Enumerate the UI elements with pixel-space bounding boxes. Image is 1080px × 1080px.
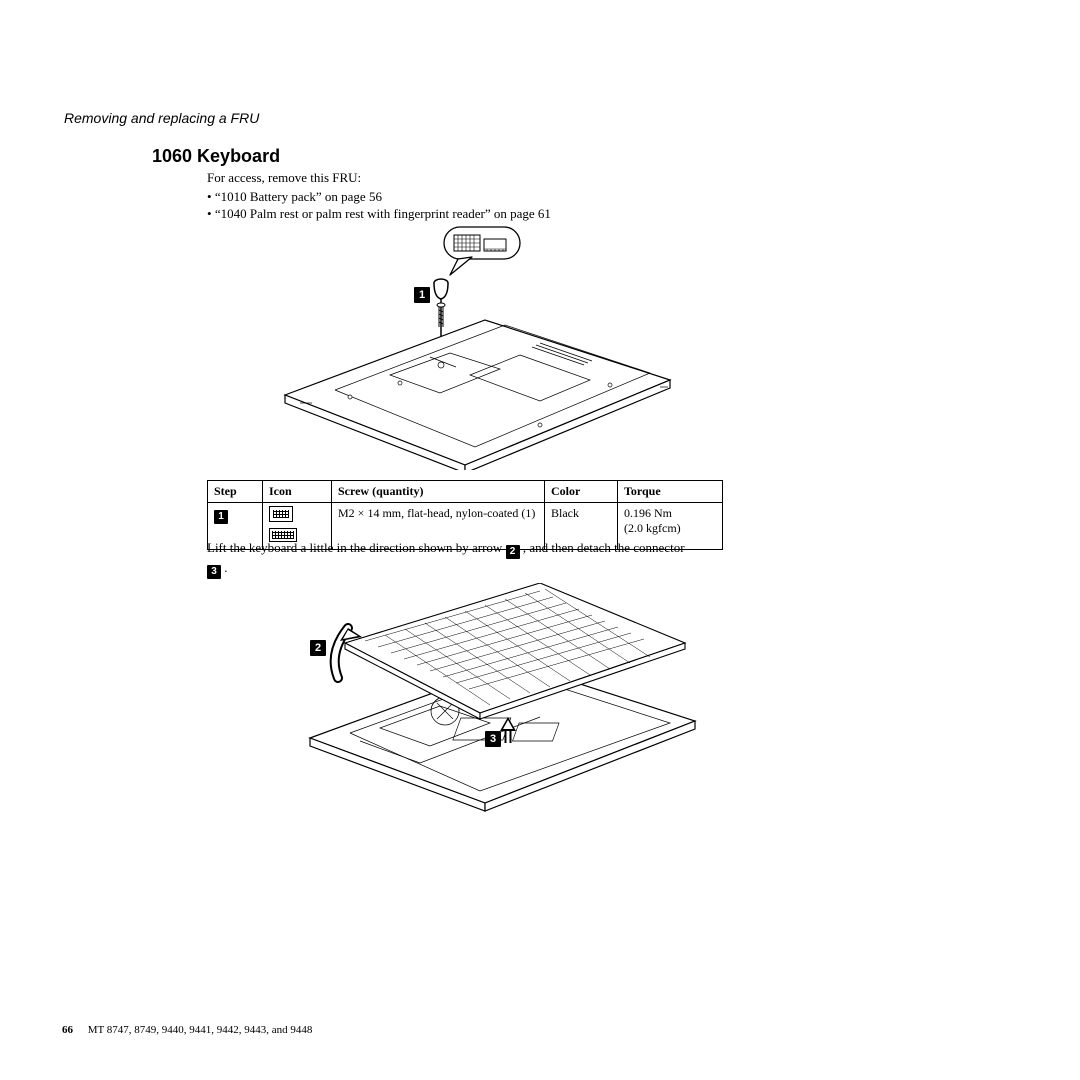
keyboard-lifted <box>345 583 685 719</box>
intro-bullet: “1040 Palm rest or palm rest with finger… <box>207 206 551 223</box>
col-color-header: Color <box>545 481 618 503</box>
instr-part1: Lift the keyboard a little in the direct… <box>207 540 506 555</box>
col-torque-header: Torque <box>618 481 723 503</box>
col-step-header: Step <box>208 481 263 503</box>
callout-1: 1 <box>414 287 430 303</box>
laptop-base <box>285 320 670 470</box>
instr-part2: , and then detach the connector <box>523 540 685 555</box>
intro-bullet: “1010 Battery pack” on page 56 <box>207 189 551 206</box>
page: Removing and replacing a FRU 1060 Keyboa… <box>0 0 1080 1080</box>
torque-line2: (2.0 kgfcm) <box>624 521 681 535</box>
callout-bubble <box>444 227 520 275</box>
callout-3-inline: 3 <box>207 565 221 579</box>
col-icon-header: Icon <box>263 481 332 503</box>
section-title: 1060 Keyboard <box>152 146 280 167</box>
instruction-text: Lift the keyboard a little in the direct… <box>207 539 697 579</box>
intro-bullets: “1010 Battery pack” on page 56 “1040 Pal… <box>207 189 551 223</box>
diagram-lift-keyboard <box>290 583 710 813</box>
keyboard-icon <box>269 506 293 522</box>
intro-lead: For access, remove this FRU: <box>207 170 551 187</box>
instr-part3: . <box>224 560 227 575</box>
step-badge: 1 <box>214 510 228 524</box>
intro-block: For access, remove this FRU: “1010 Batte… <box>207 170 551 223</box>
running-header: Removing and replacing a FRU <box>64 110 259 126</box>
screw-icon <box>437 303 445 327</box>
page-footer: 66 MT 8747, 8749, 9440, 9441, 9442, 9443… <box>62 1024 312 1036</box>
footer-models: MT 8747, 8749, 9440, 9441, 9442, 9443, a… <box>88 1024 313 1036</box>
torque-line1: 0.196 Nm <box>624 506 672 520</box>
callout-3: 3 <box>485 731 501 747</box>
page-number: 66 <box>62 1024 73 1036</box>
callout-2: 2 <box>310 640 326 656</box>
diagram-screw-removal <box>240 225 700 470</box>
table-header-row: Step Icon Screw (quantity) Color Torque <box>208 481 723 503</box>
col-screw-header: Screw (quantity) <box>332 481 545 503</box>
callout-2-inline: 2 <box>506 545 520 559</box>
